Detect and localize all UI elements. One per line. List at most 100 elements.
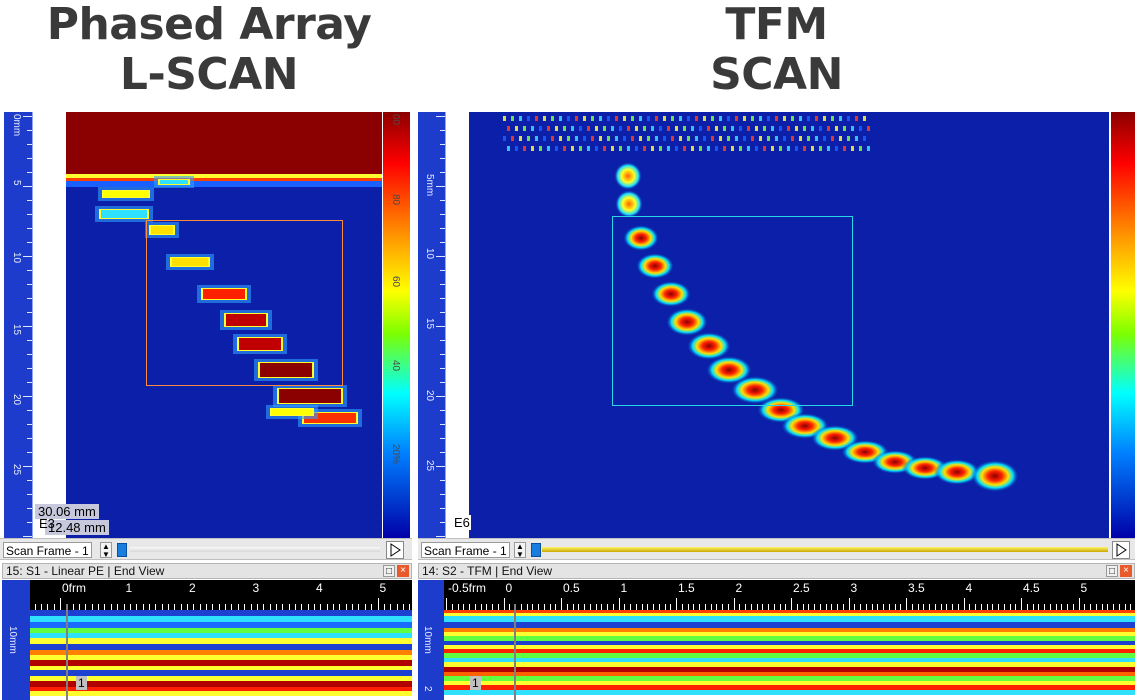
tfm-surface-noise xyxy=(859,146,862,151)
right-play-button[interactable] xyxy=(1112,541,1130,559)
lscan-gate[interactable] xyxy=(146,220,343,386)
spin-up-icon[interactable]: ▲ xyxy=(102,542,110,551)
ruler-tick xyxy=(733,598,735,610)
scan-echo xyxy=(279,389,341,403)
end-view-band xyxy=(30,691,412,696)
ruler-tick xyxy=(1061,604,1063,610)
ruler-tick xyxy=(871,604,873,610)
end-view-band xyxy=(444,653,1135,658)
ruler-tick xyxy=(762,604,764,610)
tfm-surface-noise xyxy=(659,126,662,131)
ruler-tick xyxy=(371,604,373,610)
ruler-tick xyxy=(34,604,36,610)
ruler-tick xyxy=(104,604,106,610)
end-view-band xyxy=(444,690,1135,695)
tfm-surface-noise xyxy=(679,116,682,121)
restore-icon[interactable]: □ xyxy=(383,565,395,577)
tfm-surface-noise xyxy=(559,116,562,121)
ruler-tick xyxy=(256,604,258,610)
tfm-surface-noise xyxy=(727,116,730,121)
left-end-view-cursor[interactable] xyxy=(66,604,68,700)
tfm-surface-noise xyxy=(595,126,598,131)
tfm-surface-noise xyxy=(675,126,678,131)
lscan-image[interactable] xyxy=(34,112,382,538)
left-end-view-image[interactable] xyxy=(30,610,412,700)
tfm-surface-noise xyxy=(507,126,510,131)
tfm-surface-noise xyxy=(687,136,690,141)
ruler-tick xyxy=(23,396,32,397)
tfm-surface-noise xyxy=(807,116,810,121)
right-end-view-axis-label: 10mm xyxy=(422,626,433,654)
left-end-view-header[interactable]: 15: S1 - Linear PE | End View □ × xyxy=(2,563,412,579)
lscan-view[interactable]: 0mm 5 10 15 20 25 30.06 mm 12.48 mm E3 0… xyxy=(0,112,412,538)
ruler-tick xyxy=(739,604,741,610)
left-frame-slider-thumb[interactable] xyxy=(117,543,127,557)
lscan-axis-label: 20 xyxy=(11,394,22,406)
ruler-label: 1.5 xyxy=(678,581,695,595)
ruler-tick xyxy=(1003,604,1005,610)
tfm-echo xyxy=(706,356,752,384)
tfm-surface-noise xyxy=(627,126,630,131)
tfm-surface-noise xyxy=(575,136,578,141)
left-play-button[interactable] xyxy=(386,541,404,559)
spin-down-icon[interactable]: ▼ xyxy=(516,550,524,559)
right-end-view-cursor-tag: 1 xyxy=(470,676,481,690)
right-frame-slider-thumb[interactable] xyxy=(531,543,541,557)
ruler-tick xyxy=(653,604,654,610)
ruler-tick xyxy=(1124,604,1126,610)
tfm-echo xyxy=(614,162,642,190)
spin-down-icon[interactable]: ▼ xyxy=(102,550,110,559)
ruler-tick xyxy=(167,604,169,610)
tfm-surface-noise xyxy=(803,126,806,131)
tfm-gate[interactable] xyxy=(612,216,853,406)
right-scan-frame-field[interactable]: Scan Frame - 1 xyxy=(421,542,510,558)
right-end-view-header[interactable]: 14: S2 - TFM | End View □ × xyxy=(418,563,1135,579)
tfm-surface-noise xyxy=(571,146,574,151)
tfm-echo xyxy=(651,281,691,307)
tfm-echo xyxy=(971,460,1019,492)
tfm-surface-noise xyxy=(839,116,842,121)
left-scan-frame-field[interactable]: Scan Frame - 1 xyxy=(3,542,92,558)
end-view-band xyxy=(444,645,1135,649)
tfm-surface-noise xyxy=(623,116,626,121)
tfm-surface-noise xyxy=(791,136,794,141)
ruler-tick xyxy=(199,604,201,610)
spin-up-icon[interactable]: ▲ xyxy=(516,542,524,551)
ruler-tick xyxy=(345,604,347,610)
ruler-tick xyxy=(555,604,557,610)
ruler-tick xyxy=(27,480,32,481)
ruler-tick xyxy=(436,116,445,117)
ruler-tick xyxy=(440,494,445,495)
close-icon[interactable]: × xyxy=(397,565,409,577)
ruler-tick xyxy=(225,604,227,610)
close-icon[interactable]: × xyxy=(1120,565,1132,577)
tfm-surface-noise xyxy=(615,116,618,121)
right-end-view-image[interactable] xyxy=(444,610,1135,700)
tfm-surface-noise xyxy=(683,126,686,131)
ruler-tick xyxy=(27,368,32,369)
tfm-surface-noise xyxy=(571,126,574,131)
ruler-tick xyxy=(1055,604,1057,610)
tfm-surface-noise xyxy=(603,146,606,151)
tfm-image[interactable] xyxy=(447,112,1109,538)
left-scan-frame-spinner[interactable]: ▲ ▼ xyxy=(100,542,112,559)
tfm-surface-noise xyxy=(863,136,866,141)
ruler-tick xyxy=(294,604,296,610)
right-scan-frame-spinner[interactable]: ▲ ▼ xyxy=(514,542,526,559)
right-frame-slider-track[interactable] xyxy=(542,547,1108,552)
tfm-surface-noise xyxy=(663,136,666,141)
end-view-band xyxy=(30,633,412,638)
tfm-view[interactable]: 5mm 10 15 20 25 xyxy=(418,112,1135,538)
left-frame-slider-track[interactable] xyxy=(130,547,380,552)
ruler-tick xyxy=(808,604,810,610)
ruler-tick xyxy=(440,214,445,215)
right-end-view-cursor[interactable] xyxy=(514,604,516,700)
tfm-surface-noise xyxy=(683,146,686,151)
tfm-echo xyxy=(934,459,980,485)
tfm-surface-noise xyxy=(787,146,790,151)
end-view-band xyxy=(30,687,412,691)
left-title-line2: L-SCAN xyxy=(119,49,299,100)
ruler-tick xyxy=(23,186,32,187)
tfm-surface-noise xyxy=(767,136,770,141)
restore-icon[interactable]: □ xyxy=(1106,565,1118,577)
